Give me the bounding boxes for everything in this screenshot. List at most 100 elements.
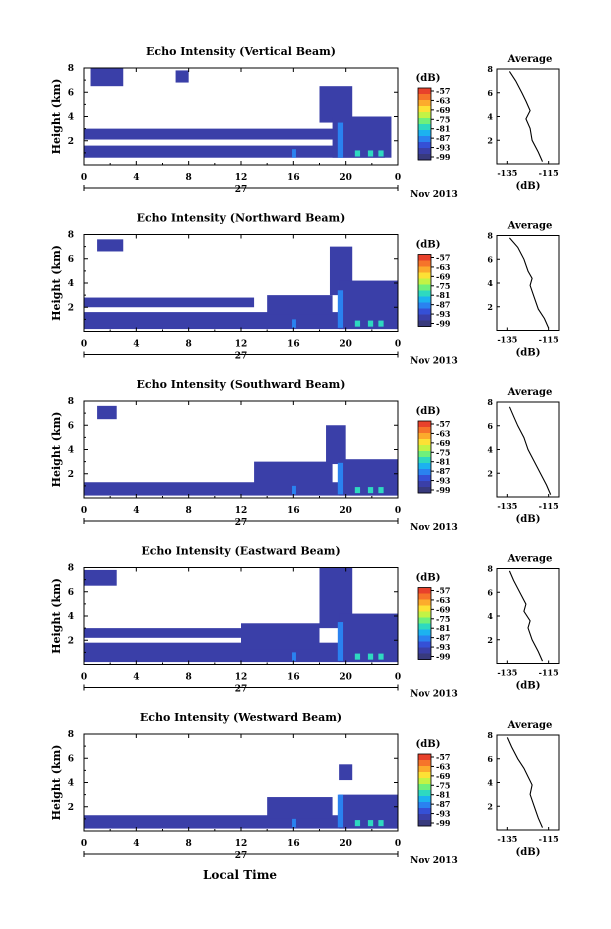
x-tick-label: 16: [287, 839, 300, 849]
date-label: 27: [235, 518, 248, 528]
colorbar-tick-label: -57: [436, 419, 450, 429]
y-tick-label: 6: [68, 588, 74, 598]
average-title: Average: [507, 554, 553, 565]
echo-region: [367, 820, 374, 827]
colorbar-segment: [418, 623, 431, 630]
colorbar-segment: [418, 314, 431, 321]
x-tick-label: 0: [81, 506, 87, 516]
echo-region: [292, 818, 296, 828]
echo-region: [90, 68, 124, 87]
average-y-tick-label: 6: [487, 88, 493, 98]
average-y-tick-label: 6: [487, 587, 493, 597]
colorbar-segment: [418, 599, 431, 606]
average-profile-line: [506, 737, 544, 828]
y-tick-label: 4: [68, 612, 74, 622]
colorbar-segment: [418, 593, 431, 600]
colorbar-tick-label: -69: [436, 771, 451, 781]
average-x-tick-label: -135: [497, 168, 517, 178]
x-tick-label: 4: [133, 673, 139, 683]
heatmap-cells: [84, 68, 392, 158]
colorbar-unit: (dB): [416, 406, 441, 417]
echo-region: [337, 794, 344, 828]
average-y-tick-label: 4: [487, 778, 493, 788]
average-y-tick-label: 2: [487, 635, 493, 645]
colorbar-tick-label: -63: [436, 761, 451, 771]
echo-region: [367, 653, 374, 660]
colorbar-tick-label: -87: [436, 466, 450, 476]
echo-region: [337, 290, 344, 328]
colorbar-segment: [418, 760, 431, 767]
average-x-tick-label: -115: [539, 668, 559, 678]
average-y-tick-label: 2: [487, 135, 493, 145]
colorbar-segment: [418, 790, 431, 797]
y-axis-label: Height (km): [50, 79, 63, 155]
average-title: Average: [507, 720, 553, 731]
echo-region: [367, 150, 374, 157]
colorbar-tick-label: -69: [436, 438, 451, 448]
colorbar-segment: [418, 278, 431, 285]
x-tick-label: 12: [235, 340, 248, 350]
date-label: 27: [235, 352, 248, 362]
echo-region: [367, 320, 374, 327]
average-x-tick-label: -135: [497, 668, 517, 678]
echo-region: [84, 312, 398, 330]
average-y-tick-label: 8: [487, 231, 493, 241]
colorbar-tick-label: -57: [436, 586, 450, 596]
colorbar-segment: [418, 124, 431, 131]
y-tick-label: 4: [68, 113, 74, 123]
echo-region: [267, 295, 333, 315]
heatmap-cells: [84, 764, 398, 829]
average-y-tick-label: 2: [487, 468, 493, 478]
colorbar-segment: [418, 784, 431, 791]
echo-region: [354, 320, 361, 327]
colorbar-tick-label: -93: [436, 809, 451, 819]
echo-region: [354, 150, 361, 157]
x-tick-label: 20: [339, 340, 352, 350]
colorbar-tick-label: -99: [436, 319, 451, 329]
colorbar-tick-label: -57: [436, 752, 450, 762]
average-x-label: (dB): [516, 181, 541, 192]
x-tick-label: 12: [235, 506, 248, 516]
panel-title: Echo Intensity (Eastward Beam): [141, 545, 340, 558]
colorbar-unit: (dB): [416, 573, 441, 584]
echo-region: [84, 628, 268, 638]
local-time-label: Local Time: [203, 868, 277, 882]
colorbar-segment: [418, 487, 431, 494]
average-y-tick-label: 8: [487, 64, 493, 74]
colorbar-segment: [418, 308, 431, 315]
date-label: 27: [235, 851, 248, 861]
colorbar-tick-label: -75: [436, 281, 450, 291]
panel-3: Echo Intensity (Southward Beam) 2 4 6 8 0 4 8 12…: [50, 378, 560, 533]
echo-region: [84, 145, 385, 158]
y-tick-label: 6: [68, 754, 74, 764]
echo-region: [84, 128, 346, 140]
x-tick-label: 8: [186, 340, 192, 350]
x-tick-label: 16: [287, 340, 300, 350]
colorbar-segment: [418, 617, 431, 624]
colorbar-segment: [418, 254, 431, 261]
x-tick-label: 0: [395, 340, 401, 350]
colorbar-segment: [418, 88, 431, 95]
echo-region: [378, 820, 384, 827]
colorbar-segment: [418, 94, 431, 101]
colorbar-tick-label: -63: [436, 95, 451, 105]
colorbar-segment: [418, 106, 431, 113]
y-tick-label: 2: [68, 636, 74, 646]
colorbar-segment: [418, 635, 431, 642]
colorbar-frame: [417, 753, 432, 827]
panel-4: Echo Intensity (Eastward Beam) 2 4 6 8 0 4 8 12 1…: [50, 545, 560, 700]
colorbar-tick-label: -57: [436, 86, 450, 96]
x-tick-label: 0: [81, 173, 87, 183]
echo-region: [337, 622, 344, 661]
colorbar-segment: [418, 439, 431, 446]
y-axis-label: Height (km): [50, 578, 63, 654]
heatmap-cells: [84, 239, 398, 330]
average-y-tick-label: 6: [487, 421, 493, 431]
colorbar-segment: [418, 427, 431, 434]
colorbar-tick-label: -69: [436, 105, 451, 115]
echo-region: [241, 623, 320, 650]
panel-title: Echo Intensity (Westward Beam): [140, 711, 342, 724]
echo-region: [378, 320, 384, 327]
echo-region: [175, 70, 189, 83]
